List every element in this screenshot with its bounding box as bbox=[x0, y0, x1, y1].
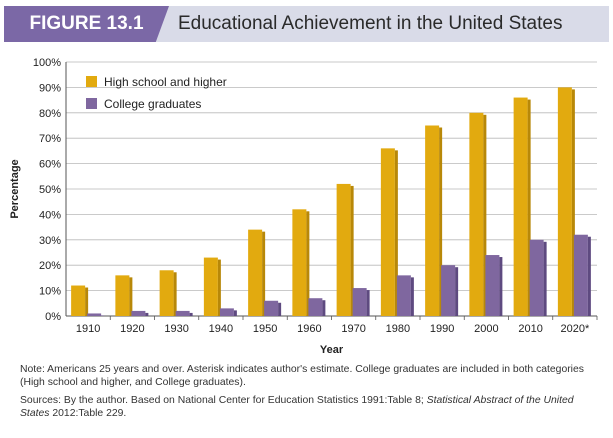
bar-high-school-side bbox=[527, 99, 531, 316]
bar-college-side bbox=[189, 312, 193, 316]
x-tick-label: 2020* bbox=[560, 323, 589, 335]
x-tick-label: 1960 bbox=[297, 323, 321, 335]
bar-high-school-side bbox=[173, 272, 177, 316]
bar-high-school-side bbox=[394, 150, 398, 316]
bar-high-school bbox=[557, 87, 572, 317]
bar-college bbox=[219, 308, 234, 316]
x-axis-label: Year bbox=[320, 344, 344, 356]
x-tick-label: 1980 bbox=[386, 323, 410, 335]
legend-label: College graduates bbox=[104, 97, 201, 111]
bar-high-school-side bbox=[217, 259, 221, 316]
bar-high-school-side bbox=[306, 211, 310, 316]
bar-college-side bbox=[322, 300, 326, 316]
bar-high-school-side bbox=[350, 185, 354, 316]
bar-high-school bbox=[425, 125, 440, 316]
bar-college bbox=[175, 310, 190, 316]
bar-college-side bbox=[499, 257, 503, 316]
chart-notes: Note: Americans 25 years and over. Aster… bbox=[20, 363, 605, 425]
bar-college bbox=[308, 298, 323, 316]
bar-college-side bbox=[101, 315, 105, 316]
sources-text: Sources: By the author. Based on Nationa… bbox=[20, 394, 605, 420]
bar-college-side bbox=[587, 236, 591, 316]
bar-high-school bbox=[159, 270, 174, 316]
bar-high-school-side bbox=[439, 127, 443, 316]
bar-college bbox=[352, 288, 367, 316]
bar-high-school bbox=[203, 257, 218, 316]
x-tick-label: 2010 bbox=[518, 323, 542, 335]
bar-high-school-side bbox=[571, 89, 575, 317]
x-tick-label: 1990 bbox=[430, 323, 454, 335]
bar-high-school bbox=[248, 229, 263, 316]
x-tick-label: 1930 bbox=[164, 323, 188, 335]
chart-title: Educational Achievement in the United St… bbox=[178, 13, 563, 34]
x-tick-label: 1920 bbox=[120, 323, 144, 335]
bar-high-school-side bbox=[483, 114, 487, 316]
bar-high-school bbox=[71, 285, 86, 316]
figure-header: FIGURE 13.1 Educational Achievement in t… bbox=[4, 6, 609, 42]
y-tick-label: 90% bbox=[39, 82, 61, 94]
y-axis-label: Percentage bbox=[9, 159, 21, 218]
y-tick-label: 60% bbox=[39, 159, 61, 171]
bar-high-school bbox=[469, 112, 484, 316]
y-tick-label: 30% bbox=[39, 235, 61, 247]
legend-label: High school and higher bbox=[104, 75, 227, 89]
bar-college bbox=[264, 300, 279, 316]
bar-high-school bbox=[292, 209, 307, 316]
y-tick-label: 50% bbox=[39, 184, 61, 196]
bar-college bbox=[485, 255, 500, 316]
sources-italic: Statistical Abstract of the United State… bbox=[20, 395, 574, 419]
y-tick-label: 80% bbox=[39, 108, 61, 120]
bar-college bbox=[87, 313, 102, 316]
bar-college bbox=[529, 239, 544, 316]
bar-college-side bbox=[233, 310, 237, 316]
bar-college bbox=[396, 275, 411, 316]
bar-college bbox=[573, 234, 588, 316]
bar-chart: 0% 10% 20% 30% 40% 50% 60% 70% 80% 90% 100% 1910 192… bbox=[9, 57, 598, 356]
bar-college-side bbox=[278, 302, 282, 316]
bar-college bbox=[131, 310, 146, 316]
sources-prefix: Sources: By the author. Based on Nationa… bbox=[20, 395, 427, 406]
bar-college-side bbox=[543, 241, 547, 316]
y-tick-label: 40% bbox=[39, 209, 61, 221]
bar-high-school bbox=[380, 148, 395, 316]
x-tick-label: 1940 bbox=[209, 323, 233, 335]
x-tick-label: 1910 bbox=[76, 323, 100, 335]
legend-swatch bbox=[86, 76, 97, 87]
x-tick-label: 2000 bbox=[474, 323, 498, 335]
bar-college-side bbox=[366, 290, 370, 316]
x-tick-label: 1970 bbox=[341, 323, 365, 335]
x-tick-label: 1950 bbox=[253, 323, 277, 335]
bar-high-school-side bbox=[129, 277, 133, 316]
y-tick-label: 100% bbox=[33, 57, 61, 69]
y-tick-label: 10% bbox=[39, 286, 61, 298]
y-tick-label: 70% bbox=[39, 133, 61, 145]
bar-high-school bbox=[513, 97, 528, 316]
bar-college-side bbox=[455, 267, 459, 316]
bar-high-school bbox=[336, 183, 351, 316]
figure-label: FIGURE 13.1 bbox=[4, 6, 169, 42]
sources-suffix: 2012:Table 229. bbox=[49, 408, 127, 419]
y-tick-label: 0% bbox=[45, 311, 61, 323]
bar-high-school bbox=[115, 275, 130, 316]
bar-high-school-side bbox=[262, 231, 266, 316]
bar-college-side bbox=[145, 312, 149, 316]
note-text: Note: Americans 25 years and over. Aster… bbox=[20, 364, 584, 388]
legend-swatch bbox=[86, 98, 97, 109]
bar-high-school-side bbox=[85, 287, 89, 316]
bar-college-side bbox=[410, 277, 414, 316]
y-tick-label: 20% bbox=[39, 260, 61, 272]
bar-college bbox=[441, 265, 456, 316]
